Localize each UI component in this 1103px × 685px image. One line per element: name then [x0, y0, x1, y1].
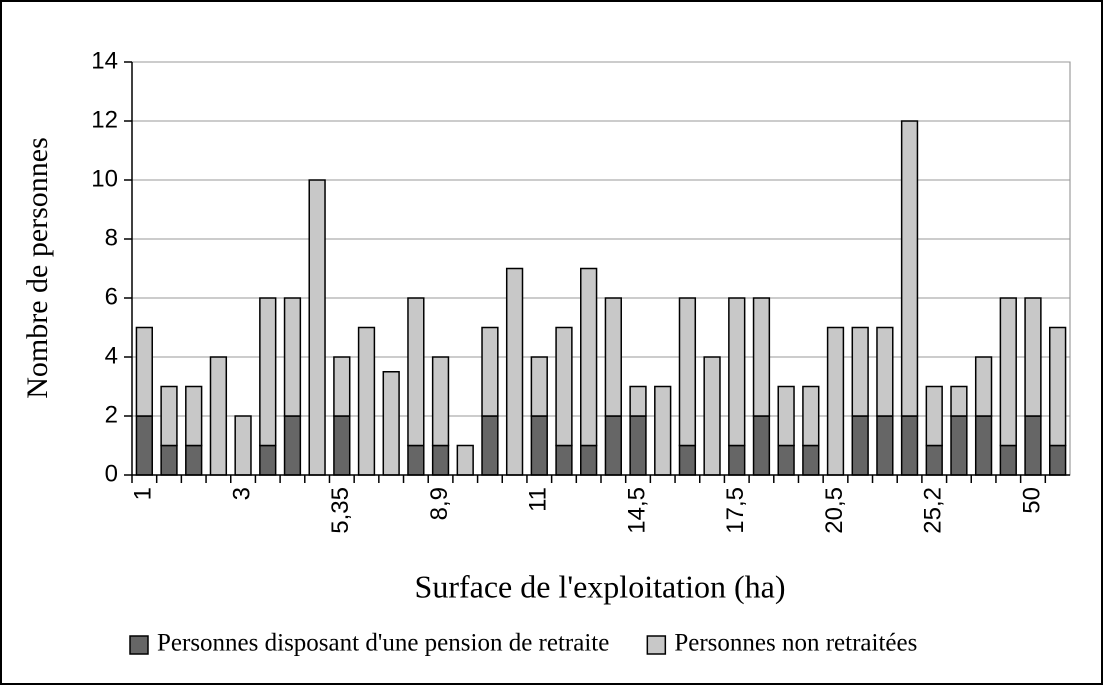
bar-segment	[283, 297, 302, 417]
bar-segment	[752, 415, 771, 476]
bar-segment	[160, 385, 178, 447]
y-tick-label: 8	[105, 224, 118, 251]
bar-segment	[555, 326, 573, 447]
bar-segment	[185, 385, 203, 447]
bar-segment	[259, 297, 277, 447]
bar-segment	[999, 444, 1017, 476]
bar-segment	[604, 415, 622, 476]
y-tick-label: 14	[91, 47, 118, 74]
bar-segment	[135, 326, 153, 417]
bar-segment	[1049, 326, 1067, 447]
x-tick-label: 20,5	[821, 487, 848, 534]
bar-segment	[135, 415, 153, 476]
bar-segment	[1049, 444, 1067, 476]
legend-swatch	[646, 635, 667, 655]
x-axis-title: Surface de l'exploitation (ha)	[415, 568, 786, 604]
bar-segment	[777, 444, 795, 476]
bar-segment	[728, 297, 746, 447]
bar-segment	[530, 415, 548, 476]
bar-segment	[505, 267, 524, 476]
y-tick-label: 2	[105, 401, 118, 428]
bar-segment	[407, 297, 425, 447]
bar-segment	[185, 444, 203, 476]
bar-segment	[456, 444, 474, 476]
bar-segment	[851, 415, 869, 476]
bar-segment	[925, 444, 943, 476]
bar-segment	[382, 371, 400, 476]
bar-segment	[481, 326, 499, 417]
bar-segment	[580, 267, 598, 447]
x-tick-label: 50	[1018, 487, 1045, 514]
bar-segment	[876, 415, 894, 476]
x-tick-label: 3	[228, 487, 255, 500]
bar-segment	[950, 415, 968, 476]
bar-segment	[728, 444, 746, 476]
bar-segment	[431, 444, 450, 476]
bar-segment	[629, 385, 647, 417]
y-axis-title: Nombre de personnes	[21, 137, 54, 399]
x-tick-label: 5,35	[327, 487, 354, 534]
bar-segment	[555, 444, 573, 476]
bar-segment	[333, 415, 351, 476]
bar-segment	[678, 297, 697, 447]
bar-segment	[851, 326, 869, 417]
bar-segment	[703, 356, 721, 476]
x-tick-label: 1	[130, 487, 157, 500]
bar-segment	[900, 415, 919, 476]
bar-segment	[481, 415, 499, 476]
bar-segment	[974, 356, 993, 417]
bar-segment	[1024, 297, 1042, 417]
bar-segment	[283, 415, 302, 476]
bar-segment	[530, 356, 548, 417]
bar-segment	[333, 356, 351, 417]
bar-segment	[802, 385, 820, 447]
bar-segment	[209, 356, 228, 476]
bar-segment	[259, 444, 277, 476]
bar-segment	[950, 385, 968, 417]
bar-segment	[999, 297, 1017, 447]
bar-segment	[654, 385, 672, 476]
legend-label: Personnes disposant d'une pension de ret…	[157, 630, 609, 657]
bar-segment	[234, 415, 252, 476]
bar-segment	[777, 385, 795, 447]
legend-label: Personnes non retraitées	[674, 630, 917, 657]
bar-segment	[407, 444, 425, 476]
bar-segment	[678, 444, 697, 476]
y-tick-label: 6	[105, 283, 118, 310]
bar-segment	[900, 120, 919, 417]
x-tick-label: 25,2	[920, 487, 947, 534]
x-tick-label: 11	[525, 487, 552, 512]
bar-segment	[876, 326, 894, 417]
bar-segment	[629, 415, 647, 476]
y-tick-label: 0	[105, 460, 118, 487]
y-tick-label: 10	[91, 165, 118, 192]
y-tick-label: 4	[105, 342, 118, 369]
y-tick-label: 12	[91, 106, 118, 133]
bar-segment	[308, 179, 326, 476]
x-tick-label: 8,9	[426, 487, 453, 520]
bar-segment	[580, 444, 598, 476]
bar-segment	[357, 326, 376, 476]
bar-segment	[752, 297, 771, 417]
bar-segment	[431, 356, 450, 447]
bar-segment	[826, 326, 845, 476]
bar-segment	[925, 385, 943, 447]
x-tick-label: 17,5	[722, 487, 749, 534]
bar-segment	[802, 444, 820, 476]
bar-segment	[974, 415, 993, 476]
bar-segment	[1024, 415, 1042, 476]
x-tick-label: 14,5	[623, 487, 650, 534]
legend-swatch	[129, 635, 149, 655]
bar-segment	[604, 297, 622, 417]
bar-segment	[160, 444, 178, 476]
